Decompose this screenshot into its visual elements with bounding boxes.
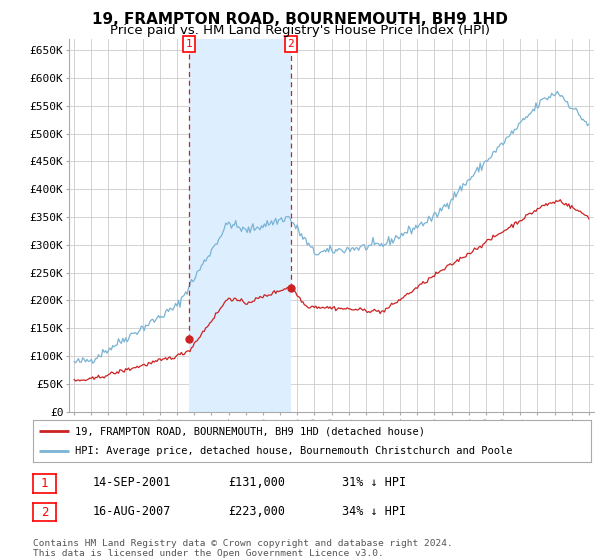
Text: £131,000: £131,000 [228,476,285,489]
Bar [189,39,290,412]
Text: 2: 2 [287,39,294,49]
Text: Contains HM Land Registry data © Crown copyright and database right 2024.
This d: Contains HM Land Registry data © Crown c… [33,539,453,558]
Text: 34% ↓ HPI: 34% ↓ HPI [342,505,406,518]
Text: 19, FRAMPTON ROAD, BOURNEMOUTH, BH9 1HD (detached house): 19, FRAMPTON ROAD, BOURNEMOUTH, BH9 1HD … [75,426,425,436]
Text: £223,000: £223,000 [228,505,285,518]
Text: 2: 2 [41,506,48,519]
Text: 1: 1 [186,39,193,49]
Text: 14-SEP-2001: 14-SEP-2001 [93,476,172,489]
Text: 31% ↓ HPI: 31% ↓ HPI [342,476,406,489]
Text: 16-AUG-2007: 16-AUG-2007 [93,505,172,518]
Text: Price paid vs. HM Land Registry's House Price Index (HPI): Price paid vs. HM Land Registry's House … [110,24,490,37]
Text: 1: 1 [41,477,48,490]
Text: 19, FRAMPTON ROAD, BOURNEMOUTH, BH9 1HD: 19, FRAMPTON ROAD, BOURNEMOUTH, BH9 1HD [92,12,508,27]
Text: HPI: Average price, detached house, Bournemouth Christchurch and Poole: HPI: Average price, detached house, Bour… [75,446,512,456]
